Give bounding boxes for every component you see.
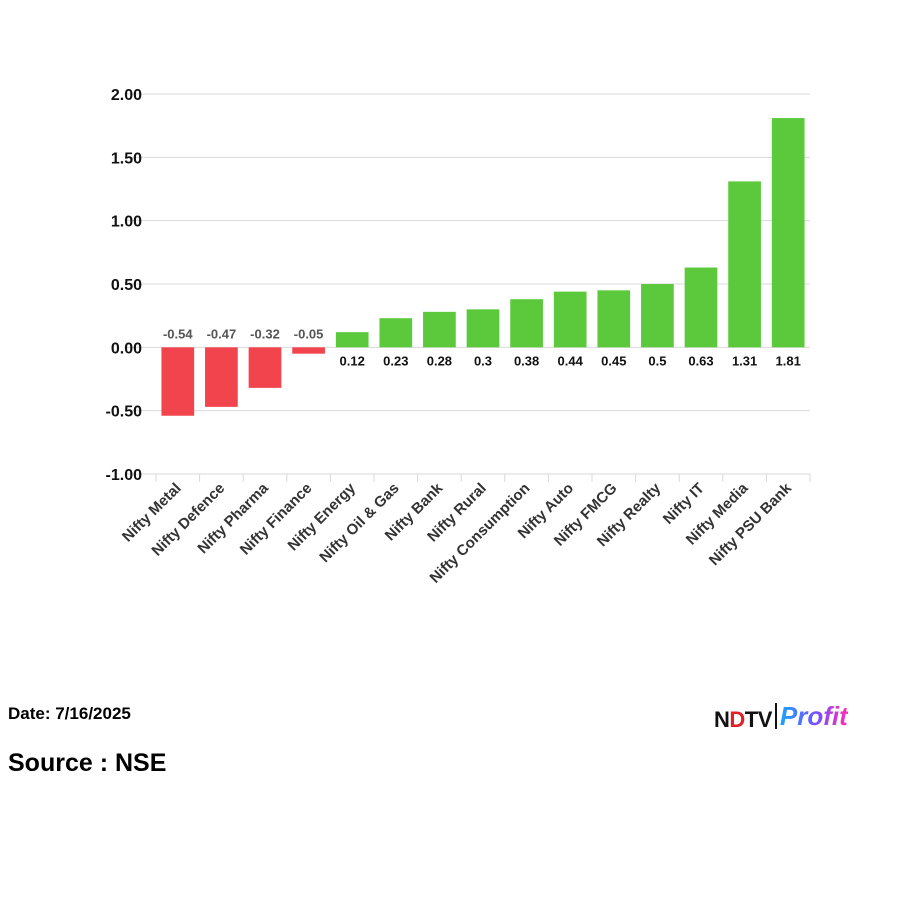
ndtv-profit-logo: NDTV Profit bbox=[714, 701, 848, 737]
bar bbox=[292, 347, 325, 354]
bar bbox=[466, 309, 500, 348]
y-tick-label: 0.00 bbox=[111, 340, 142, 357]
bar bbox=[641, 284, 674, 348]
bar bbox=[335, 332, 369, 348]
footer-date: Date: 7/16/2025 bbox=[8, 704, 131, 723]
data-label: 1.31 bbox=[732, 353, 757, 368]
bar bbox=[248, 347, 282, 388]
data-label: -0.54 bbox=[163, 326, 193, 341]
bar bbox=[597, 290, 631, 348]
data-label: 1.81 bbox=[776, 353, 801, 368]
bar bbox=[510, 299, 543, 348]
data-label: 0.63 bbox=[688, 353, 713, 368]
data-label: 0.5 bbox=[648, 353, 666, 368]
bar bbox=[684, 267, 718, 348]
footer-source: Source : NSE bbox=[8, 749, 167, 777]
y-tick-label: 1.00 bbox=[111, 214, 142, 231]
y-tick-label: -0.50 bbox=[106, 404, 143, 421]
bar bbox=[205, 347, 238, 407]
y-tick-label: -1.00 bbox=[106, 467, 143, 484]
data-label: -0.32 bbox=[250, 326, 280, 341]
bar-chart: 2.00 1.50 1.00 0.50 0.00 -0.50 -1.00 -0.54 -0.4… bbox=[106, 87, 811, 587]
y-axis-ticks: 2.00 1.50 1.00 0.50 0.00 -0.50 -1.00 bbox=[106, 87, 143, 484]
bar bbox=[379, 318, 413, 348]
bar bbox=[553, 291, 587, 348]
ndtv-wordmark: NDTV bbox=[714, 707, 772, 732]
bars bbox=[161, 118, 805, 416]
data-labels: -0.54 -0.47 -0.32 -0.05 0.12 0.23 0.28 0.3 0.38 0… bbox=[163, 326, 801, 368]
y-tick-label: 0.50 bbox=[111, 277, 142, 294]
data-label: 0.44 bbox=[558, 353, 584, 368]
data-label: 0.3 bbox=[474, 353, 492, 368]
x-category-label: Nifty PSU Bank bbox=[706, 479, 796, 569]
logo-divider bbox=[774, 703, 777, 729]
data-label: 0.38 bbox=[514, 353, 539, 368]
data-label: -0.47 bbox=[207, 326, 237, 341]
bar bbox=[161, 347, 195, 416]
data-label: 0.12 bbox=[340, 353, 365, 368]
data-label: 0.23 bbox=[383, 353, 408, 368]
bar bbox=[423, 311, 456, 348]
y-tick-label: 2.00 bbox=[111, 87, 142, 104]
y-tick-label: 1.50 bbox=[111, 150, 142, 167]
profit-wordmark: Profit bbox=[779, 701, 848, 731]
bar bbox=[728, 181, 761, 348]
data-label: -0.05 bbox=[294, 326, 324, 341]
bar bbox=[771, 118, 805, 348]
data-label: 0.45 bbox=[601, 353, 626, 368]
data-label: 0.28 bbox=[427, 353, 452, 368]
